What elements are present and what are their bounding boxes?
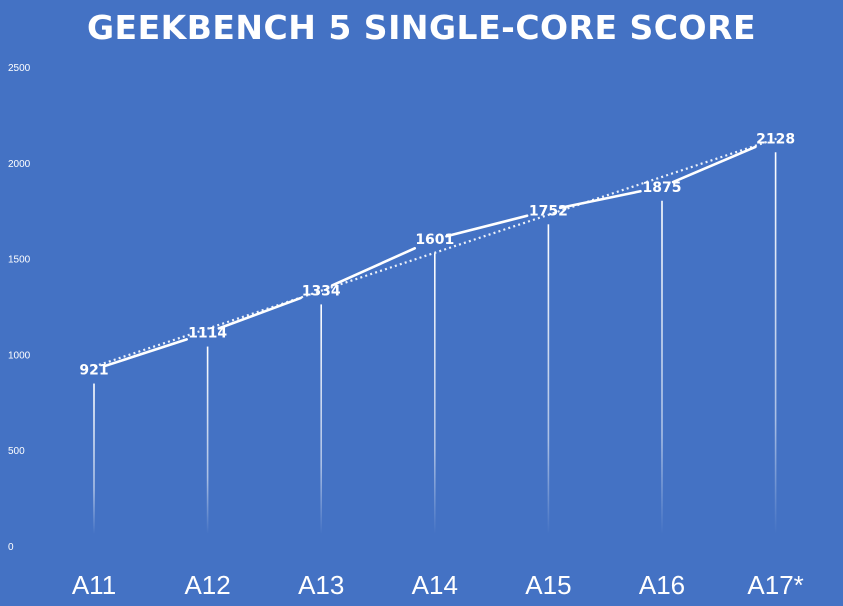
- y-tick-label: 1000: [8, 350, 31, 361]
- data-label: 2128: [756, 131, 795, 147]
- x-tick-label: A14: [412, 570, 458, 600]
- drop-line: [434, 253, 436, 534]
- x-tick-label: A17*: [747, 570, 803, 600]
- trendline: [93, 137, 778, 368]
- x-tick-label: A12: [184, 570, 230, 600]
- series-segment: [330, 246, 417, 287]
- x-tick-label: A15: [525, 570, 571, 600]
- series-segment: [445, 214, 529, 238]
- chart-title: GEEKBENCH 5 SINGLE-CORE SCORE: [86, 8, 757, 47]
- data-label: 1875: [643, 180, 682, 196]
- drop-line: [547, 224, 550, 534]
- drop-line: [661, 200, 663, 534]
- x-tick-label: A16: [639, 570, 685, 600]
- series-segment: [558, 189, 642, 210]
- y-tick-label: 2500: [8, 63, 31, 74]
- x-tick-label: A11: [72, 570, 116, 600]
- y-axis: 0 500 1000 1500 2000 2500: [8, 63, 31, 553]
- drop-lines: [93, 152, 777, 534]
- drop-line: [320, 304, 322, 534]
- y-tick-label: 2000: [8, 159, 31, 170]
- trendline-path: [93, 137, 778, 368]
- series-line: [104, 145, 757, 368]
- series-segment: [104, 338, 188, 368]
- y-tick-label: 0: [8, 542, 14, 553]
- drop-line: [774, 152, 777, 534]
- data-label: 1114: [188, 326, 227, 342]
- data-labels: 921 1114 1334 1601 1752 1875 2128: [79, 131, 795, 378]
- drop-line: [93, 383, 95, 534]
- series-segment: [217, 296, 302, 330]
- data-label: 1334: [302, 283, 341, 299]
- drop-line: [206, 346, 209, 534]
- y-tick-label: 1500: [8, 255, 31, 266]
- x-axis: A11 A12 A13 A14 A15 A16 A17*: [72, 570, 804, 600]
- y-tick-label: 500: [8, 446, 25, 457]
- series-segment: [671, 145, 757, 184]
- data-label: 1752: [529, 203, 568, 219]
- data-label: 1601: [415, 232, 454, 248]
- x-tick-label: A13: [298, 570, 344, 600]
- data-label: 921: [79, 363, 108, 379]
